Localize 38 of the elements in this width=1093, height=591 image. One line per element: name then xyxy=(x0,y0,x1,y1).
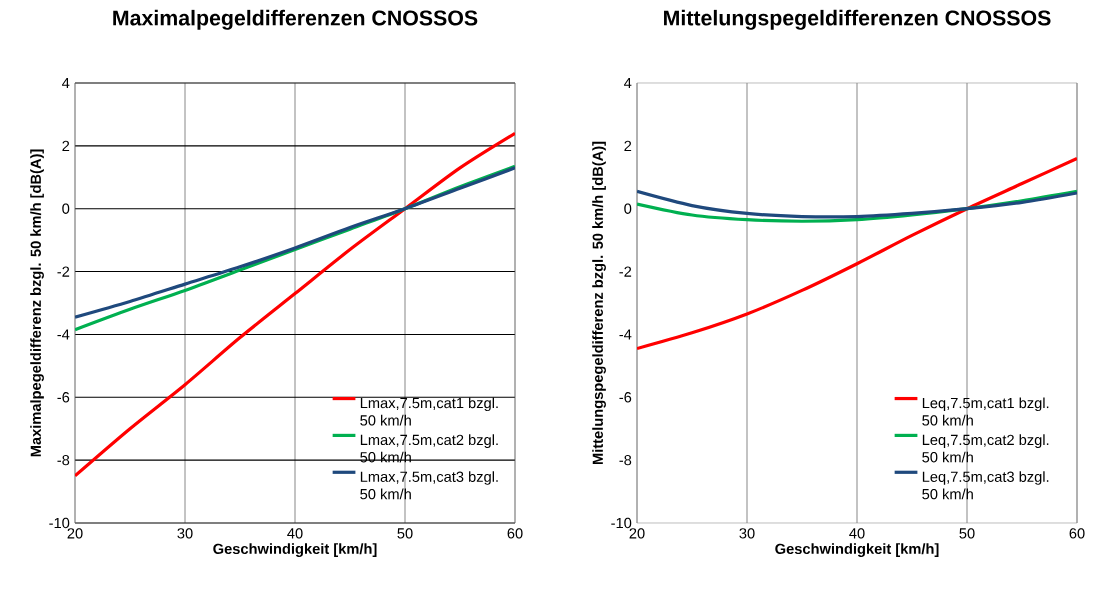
y-tick-label: -2 xyxy=(619,266,632,277)
y-tick-label: -4 xyxy=(619,329,632,340)
x-tick-label: 30 xyxy=(739,528,755,539)
y-tick-label: 4 xyxy=(624,77,632,89)
y-tick-label: 2 xyxy=(624,140,632,151)
y-axis-title: Maximalpegeldifferenz bzgl. 50 km/h [dB(A)] xyxy=(30,149,44,457)
x-tick-label: 50 xyxy=(959,528,975,539)
y-tick-label: -10 xyxy=(611,517,632,529)
chart-title: Mittelungspegeldifferenzen CNOSSOS xyxy=(664,9,1051,30)
y-tick-label: 4 xyxy=(62,77,70,89)
x-tick-label: 20 xyxy=(67,528,83,539)
y-tick-label: -10 xyxy=(49,517,70,529)
x-tick-label: 60 xyxy=(507,528,523,539)
x-axis-title: Geschwindigkeit [km/h] xyxy=(213,543,377,557)
y-tick-label: -6 xyxy=(619,392,632,403)
x-axis-title: Geschwindigkeit [km/h] xyxy=(775,543,939,557)
legend-label: Lmax,7.5m,cat3 bzgl. 50 km/h xyxy=(360,471,498,500)
y-axis-title: Mittelungspegeldifferenz bzgl. 50 km/h [dB(A)] xyxy=(592,141,606,465)
x-tick-label: 60 xyxy=(1069,528,1085,539)
y-tick-label: -8 xyxy=(57,454,70,466)
x-tick-label: 20 xyxy=(629,528,645,539)
y-tick-label: -2 xyxy=(57,266,70,277)
x-tick-label: 30 xyxy=(177,528,193,539)
chart-title: Maximalpegeldifferenzen CNOSSOS xyxy=(113,9,478,30)
legend-label: Leq,7.5m,cat1 bzgl. 50 km/h xyxy=(922,397,1049,426)
line-series xyxy=(637,156,1077,351)
y-tick-label: 2 xyxy=(62,140,70,151)
y-tick-label: 0 xyxy=(62,203,70,214)
x-tick-label: 50 xyxy=(397,528,413,539)
y-tick-label: -4 xyxy=(57,329,70,340)
x-tick-label: 40 xyxy=(287,528,303,539)
legend-label: Lmax,7.5m,cat1 bzgl. 50 km/h xyxy=(360,397,498,426)
legend-label: Leq,7.5m,cat2 bzgl. 50 km/h xyxy=(922,434,1049,463)
legend-label: Leq,7.5m,cat3 bzgl. 50 km/h xyxy=(922,471,1049,500)
x-tick-label: 40 xyxy=(849,528,865,539)
y-tick-label: -6 xyxy=(57,392,70,403)
y-tick-label: 0 xyxy=(624,203,632,214)
y-tick-label: -8 xyxy=(619,454,632,466)
